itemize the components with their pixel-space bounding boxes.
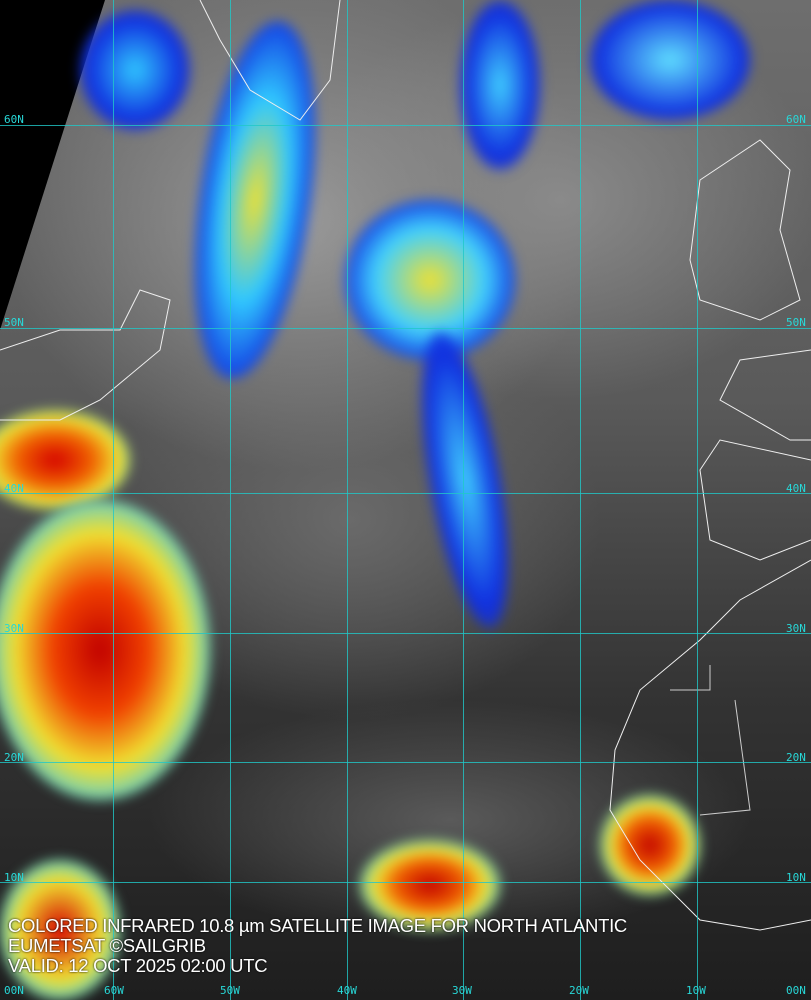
parallel-20n xyxy=(0,762,811,763)
coastline-britain xyxy=(689,139,801,321)
lat-label-30n: 30N xyxy=(786,622,806,635)
meridian-40w xyxy=(347,0,348,1000)
image-caption: COLORED INFRARED 10.8 µm SATELLITE IMAGE… xyxy=(8,916,627,976)
lat-label-left-30n: 30N xyxy=(4,622,24,635)
caption-credit: EUMETSAT ©SAILGRIB xyxy=(8,935,206,956)
coastline-greenland xyxy=(199,0,341,121)
lon-label-40w: 40W xyxy=(337,984,357,997)
meridian-20w xyxy=(580,0,581,1000)
caption-title: COLORED INFRARED 10.8 µm SATELLITE IMAGE… xyxy=(8,915,627,936)
coastline-iberia xyxy=(699,439,811,561)
lat-label-left-50n: 50N xyxy=(4,316,24,329)
lon-label-50w: 50W xyxy=(220,984,240,997)
lat-label-40n: 40N xyxy=(786,482,806,495)
storm-africa xyxy=(600,795,700,895)
lon-label-60w: 60W xyxy=(104,984,124,997)
coastline-north-america xyxy=(0,289,171,421)
cloud-northeast xyxy=(590,0,750,120)
borders-africa xyxy=(670,665,751,816)
lon-label-00: 00N xyxy=(786,984,806,997)
parallel-50n xyxy=(0,328,811,329)
lat-label-60n: 60N xyxy=(786,113,806,126)
storm-bottom-left xyxy=(0,860,120,1000)
lon-label-20w: 20W xyxy=(569,984,589,997)
cloud-labrador xyxy=(80,10,190,130)
lon-label-10w: 10W xyxy=(686,984,706,997)
lat-label-10n: 10N xyxy=(786,871,806,884)
coastline-africa xyxy=(609,559,811,931)
cloud-band-midatlantic xyxy=(345,200,515,360)
lon-label-30w: 30W xyxy=(452,984,472,997)
lat-label-left-60n: 60N xyxy=(4,113,24,126)
storm-tropical xyxy=(360,840,500,930)
meridian-60w xyxy=(113,0,114,1000)
parallel-60n xyxy=(0,125,811,126)
lat-label-left-00n: 00N xyxy=(4,984,24,997)
coastline-france xyxy=(719,349,811,441)
parallel-10n xyxy=(0,882,811,883)
meridian-30w xyxy=(463,0,464,1000)
caption-valid-time: VALID: 12 OCT 2025 02:00 UTC xyxy=(8,955,268,976)
storm-west xyxy=(0,500,210,800)
lat-label-left-10n: 10N xyxy=(4,871,24,884)
cloud-north xyxy=(460,0,540,170)
lat-label-left-20n: 20N xyxy=(4,751,24,764)
lat-label-50n: 50N xyxy=(786,316,806,329)
lat-label-left-40n: 40N xyxy=(4,482,24,495)
lat-label-20n: 20N xyxy=(786,751,806,764)
parallel-30n xyxy=(0,633,811,634)
parallel-40n xyxy=(0,493,811,494)
meridian-50w xyxy=(230,0,231,1000)
meridian-10w xyxy=(697,0,698,1000)
